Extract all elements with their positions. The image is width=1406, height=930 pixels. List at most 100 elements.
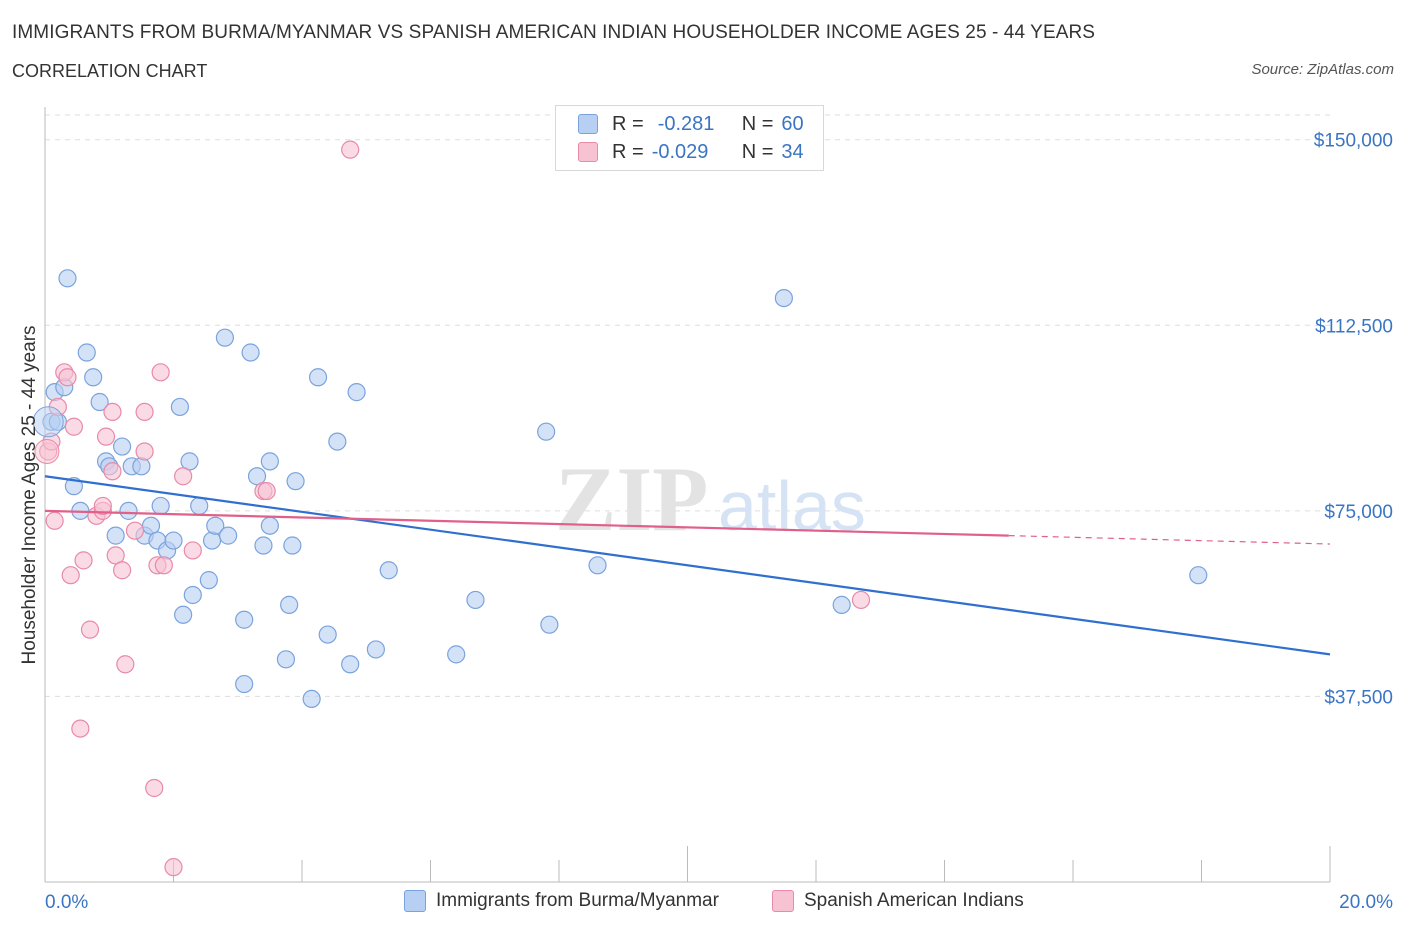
y-tick-label: $37,500 <box>1324 687 1393 708</box>
legend-r-label: R = <box>612 112 644 135</box>
point-spanish <box>45 511 64 530</box>
point-burma <box>77 343 96 362</box>
point-burma <box>341 655 360 674</box>
point-spanish <box>74 551 93 570</box>
point-burma <box>366 640 385 659</box>
point-burma <box>280 595 299 614</box>
point-burma <box>183 585 202 605</box>
point-burma <box>318 625 337 644</box>
point-burma <box>106 526 125 545</box>
point-burma <box>199 571 218 590</box>
point-burma <box>774 288 793 308</box>
point-burma <box>260 516 279 535</box>
point-spanish <box>135 442 154 461</box>
bottom-legend-swatch-spanish <box>772 890 794 912</box>
legend-row-burma: R = -0.281 N = 60 <box>578 112 804 136</box>
point-burma <box>190 496 209 516</box>
point-spanish <box>71 719 90 738</box>
trend-line-spanish-extension <box>1008 535 1331 545</box>
point-burma <box>170 397 190 417</box>
point-spanish <box>116 655 135 674</box>
legend-n-value-spanish: 34 <box>781 140 804 163</box>
point-spanish <box>125 521 145 540</box>
point-burma <box>379 561 398 580</box>
point-spanish <box>174 467 193 486</box>
watermark: ZIP atlas <box>555 448 866 550</box>
legend-n-value-burma: 60 <box>781 112 804 135</box>
point-spanish <box>164 858 183 877</box>
point-spanish <box>257 481 276 501</box>
point-spanish <box>112 561 132 580</box>
correlation-legend: R = -0.281 N = 60 R = -0.029 N = 34 <box>555 105 824 171</box>
point-spanish <box>64 417 84 436</box>
point-burma <box>58 269 77 288</box>
source-label: Source: ZipAtlas.com <box>1251 61 1394 78</box>
point-burma <box>119 501 138 520</box>
trend-lines <box>44 475 1331 656</box>
watermark-atlas: atlas <box>718 467 866 545</box>
point-burma <box>112 437 132 456</box>
point-spanish <box>103 402 122 422</box>
point-burma-cluster <box>32 406 64 438</box>
point-burma <box>151 496 170 516</box>
bottom-legend-label-burma: Immigrants from Burma/Myanmar <box>436 890 719 911</box>
point-spanish <box>93 496 112 516</box>
point-spanish <box>103 462 122 481</box>
point-burma <box>1189 566 1208 585</box>
tick-labels: $37,500 $75,000 $112,500 $150,000 0.0% 20.0% <box>45 131 1393 913</box>
point-burma <box>132 457 151 476</box>
point-burma <box>308 368 328 387</box>
chart-title: IMMIGRANTS FROM BURMA/MYANMAR VS SPANISH… <box>12 22 1096 43</box>
y-axis-label: Householder Income Ages 25 - 44 years <box>19 325 40 664</box>
point-burma <box>302 689 321 709</box>
point-burma <box>174 605 193 624</box>
point-spanish <box>145 778 164 798</box>
grid-lines <box>45 114 1330 697</box>
point-spanish <box>96 427 116 446</box>
point-burma <box>235 674 254 694</box>
legend-row-spanish: R = -0.029 N = 34 <box>578 140 804 164</box>
point-spanish <box>61 566 80 585</box>
point-burma <box>537 422 556 441</box>
point-burma <box>466 590 485 610</box>
point-spanish <box>183 541 202 560</box>
y-tick-label: $112,500 <box>1315 316 1393 337</box>
point-spanish <box>58 368 77 387</box>
point-burma <box>202 531 222 550</box>
point-burma <box>254 536 273 555</box>
legend-r-value-spanish: -0.029 <box>651 140 709 163</box>
point-burma <box>241 343 260 362</box>
legend-swatch-burma <box>578 114 598 134</box>
trend-line-burma <box>44 475 1331 656</box>
point-spanish-cluster <box>34 438 60 464</box>
point-burma <box>447 645 466 664</box>
point-burma <box>347 383 366 402</box>
data-points <box>32 140 1208 877</box>
trend-line-spanish <box>44 509 1009 537</box>
watermark-zip: ZIP <box>555 448 708 550</box>
point-burma <box>206 516 225 535</box>
point-spanish <box>151 363 170 382</box>
point-burma <box>286 472 305 491</box>
legend-n-label: N = <box>741 112 774 135</box>
legend-swatch-spanish <box>578 142 598 162</box>
point-burma <box>84 368 103 387</box>
point-spanish <box>80 620 100 639</box>
point-spanish <box>851 590 871 610</box>
point-burma <box>328 432 347 451</box>
y-tick-label: $150,000 <box>1314 131 1393 152</box>
point-burma <box>164 531 183 550</box>
point-burma <box>260 452 279 471</box>
point-spanish <box>341 140 360 159</box>
point-burma <box>219 526 238 545</box>
chart-subtitle: CORRELATION CHART <box>12 61 208 81</box>
legend-n-label: N = <box>741 140 774 163</box>
point-burma <box>235 610 254 629</box>
bottom-legend-swatch-burma <box>404 890 426 912</box>
bottom-legend-spanish: Spanish American Indians <box>772 890 1024 912</box>
point-spanish <box>135 402 154 422</box>
point-burma <box>90 392 109 412</box>
point-burma <box>832 595 851 614</box>
bottom-legend-label-spanish: Spanish American Indians <box>804 890 1024 911</box>
